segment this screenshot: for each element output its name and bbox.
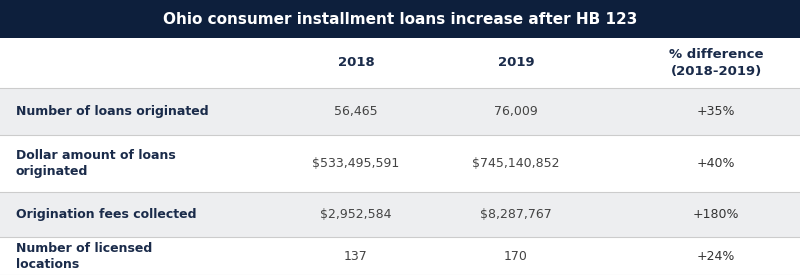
- Text: $745,140,852: $745,140,852: [472, 157, 560, 170]
- FancyBboxPatch shape: [0, 88, 800, 135]
- Text: Dollar amount of loans
originated: Dollar amount of loans originated: [16, 149, 176, 178]
- FancyBboxPatch shape: [0, 0, 800, 38]
- Text: 170: 170: [504, 249, 528, 263]
- FancyBboxPatch shape: [0, 38, 800, 88]
- Text: 76,009: 76,009: [494, 105, 538, 118]
- Text: $2,952,584: $2,952,584: [320, 208, 392, 221]
- Text: 56,465: 56,465: [334, 105, 378, 118]
- Text: $533,495,591: $533,495,591: [312, 157, 400, 170]
- Text: 2019: 2019: [498, 56, 534, 70]
- Text: Ohio consumer installment loans increase after HB 123: Ohio consumer installment loans increase…: [163, 12, 637, 26]
- FancyBboxPatch shape: [0, 237, 800, 275]
- Text: $8,287,767: $8,287,767: [480, 208, 552, 221]
- Text: +35%: +35%: [697, 105, 735, 118]
- Text: Number of loans originated: Number of loans originated: [16, 105, 209, 118]
- Text: 2018: 2018: [338, 56, 374, 70]
- Text: % difference
(2018-2019): % difference (2018-2019): [669, 48, 763, 78]
- FancyBboxPatch shape: [0, 135, 800, 192]
- Text: Number of licensed
locations: Number of licensed locations: [16, 241, 152, 271]
- Text: +180%: +180%: [693, 208, 739, 221]
- Text: Origination fees collected: Origination fees collected: [16, 208, 197, 221]
- Text: +40%: +40%: [697, 157, 735, 170]
- Text: +24%: +24%: [697, 249, 735, 263]
- FancyBboxPatch shape: [0, 192, 800, 237]
- Text: 137: 137: [344, 249, 368, 263]
